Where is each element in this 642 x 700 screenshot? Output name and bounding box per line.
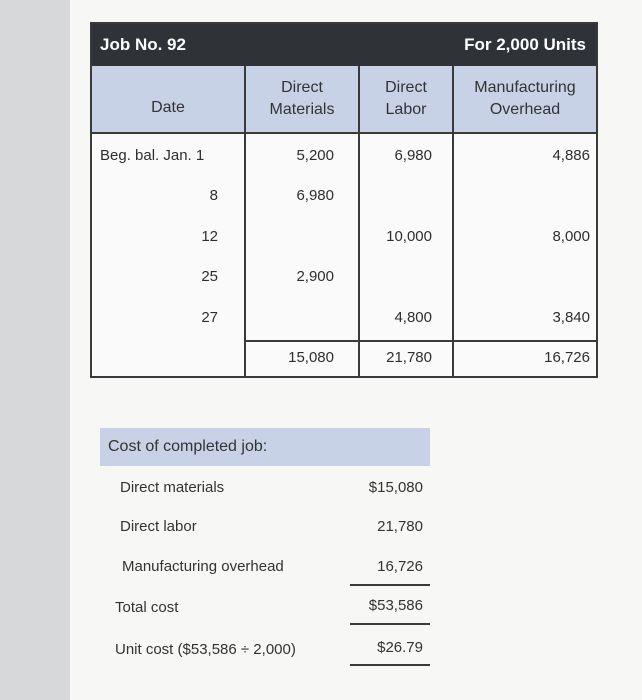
cost-label-total: Total cost bbox=[115, 599, 179, 616]
direct-labor-column-header: Direct Labor bbox=[385, 79, 427, 118]
row-direct-materials: 6,980 bbox=[296, 187, 334, 204]
row-date: 25 bbox=[201, 268, 218, 285]
worksheet-page: Job No. 92 For 2,000 Units Date Direct Ma… bbox=[70, 0, 642, 700]
cost-value-unit-cost: $26.79 bbox=[377, 639, 423, 656]
total-direct-materials: 15,080 bbox=[288, 349, 334, 366]
cost-label-direct-labor: Direct labor bbox=[120, 518, 197, 535]
direct-materials-column-header: Direct Materials bbox=[269, 79, 335, 118]
row-direct-labor: 6,980 bbox=[394, 147, 432, 164]
row-date: 12 bbox=[201, 228, 218, 245]
grid-line bbox=[244, 66, 246, 378]
row-direct-materials: 5,200 bbox=[296, 147, 334, 164]
row-direct-labor: 10,000 bbox=[386, 228, 432, 245]
row-direct-materials: 2,900 bbox=[296, 268, 334, 285]
job-number: Job No. 92 bbox=[100, 35, 186, 54]
column-headers: Date Direct Materials Direct Labor Manufac… bbox=[92, 66, 596, 134]
date-column-header: Date bbox=[151, 99, 185, 116]
cost-heading: Cost of completed job: bbox=[100, 428, 430, 466]
row-overhead: 4,886 bbox=[552, 147, 590, 164]
cost-label-unit-cost: Unit cost ($53,586 ÷ 2,000) bbox=[115, 641, 296, 658]
cost-value-overhead: 16,726 bbox=[377, 558, 423, 575]
total-overhead: 16,726 bbox=[544, 349, 590, 366]
totals-rule bbox=[244, 340, 596, 342]
cost-value-total: $53,586 bbox=[368, 597, 423, 614]
underline bbox=[350, 584, 430, 586]
row-overhead: 8,000 bbox=[552, 228, 590, 245]
row-date: 27 bbox=[201, 309, 218, 326]
total-direct-labor: 21,780 bbox=[386, 349, 432, 366]
grid-line bbox=[358, 66, 360, 378]
row-date: Beg. bal. Jan. 1 bbox=[100, 147, 205, 164]
cost-label-overhead: Manufacturing overhead bbox=[122, 558, 284, 575]
job-header: Job No. 92 For 2,000 Units bbox=[92, 24, 596, 66]
cost-value-direct-materials: $15,080 bbox=[368, 479, 423, 496]
cost-value-direct-labor: 21,780 bbox=[377, 518, 423, 535]
row-overhead: 3,840 bbox=[552, 309, 590, 326]
underline bbox=[350, 664, 430, 666]
overhead-column-header: Manufacturing Overhead bbox=[474, 79, 576, 118]
cost-label-direct-materials: Direct materials bbox=[120, 479, 225, 496]
job-cost-sheet: Job No. 92 For 2,000 Units Date Direct Ma… bbox=[90, 22, 598, 378]
grid-line bbox=[452, 66, 454, 378]
row-date: 8 bbox=[209, 187, 218, 204]
row-direct-labor: 4,800 bbox=[394, 309, 432, 326]
units-label: For 2,000 Units bbox=[464, 35, 586, 54]
underline bbox=[350, 623, 430, 625]
